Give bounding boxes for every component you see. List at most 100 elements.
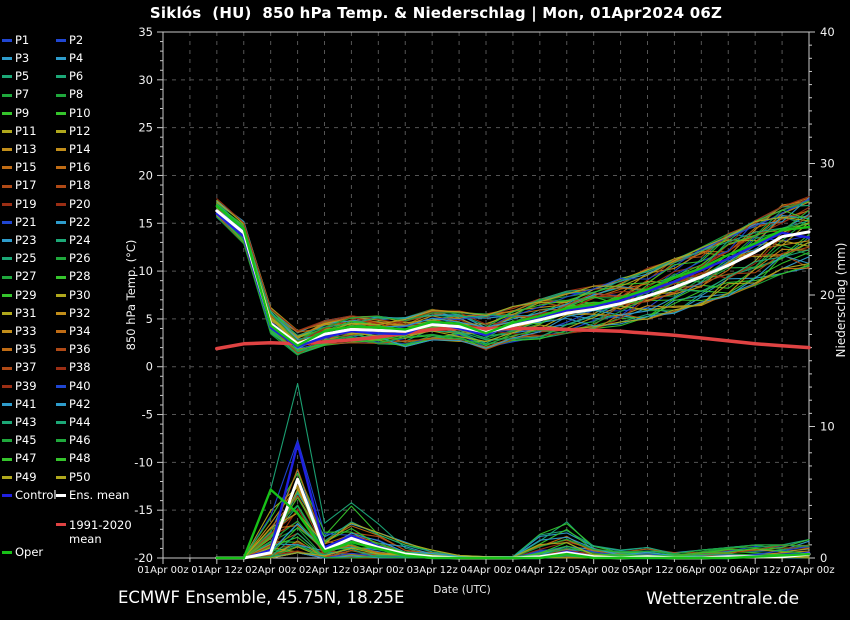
temp-tick-label: -10	[134, 455, 153, 469]
footer-brand: Wetterzentrale.de	[646, 589, 800, 609]
legend-item-p42-swatch	[56, 403, 66, 406]
y-axis-label-precipitation: Niederschlag (mm)	[834, 242, 848, 358]
legend-item-p2-label: P2	[69, 32, 84, 47]
legend-item-p46-swatch	[56, 439, 66, 443]
legend-item-p27: P27	[2, 270, 37, 285]
legend-item-p43: P43	[2, 415, 37, 430]
legend-item-p1-swatch	[2, 39, 12, 42]
legend-item-p50: P50	[56, 470, 91, 485]
legend-item-p1: P1	[2, 33, 29, 48]
ensemble-legend: P1 P2 P3 P4 P5 P6 P7 P8 P9 P10 P11 P12 P13 P14 P15 P16 P…	[2, 33, 142, 573]
legend-item-p35-swatch	[2, 348, 12, 352]
date-tick-label: 04Apr 00z	[460, 565, 511, 576]
legend-item-p14-swatch	[56, 148, 66, 152]
legend-item-p32-swatch	[56, 312, 66, 315]
legend-item-p23-label: P23	[15, 232, 37, 247]
legend-item-p8-swatch	[56, 93, 66, 97]
legend-item-p47-swatch	[2, 457, 12, 461]
temp-tick-label: -20	[134, 551, 153, 565]
date-tick-label: 06Apr 12z	[730, 565, 781, 576]
legend-item-p8: P8	[56, 88, 83, 103]
legend-item-p14-label: P14	[69, 141, 91, 156]
legend-item-p28-swatch	[56, 275, 66, 279]
legend-item-p10: P10	[56, 106, 91, 121]
legend-item-p15: P15	[2, 160, 37, 175]
legend-item-p16-swatch	[56, 166, 66, 170]
legend-item-p30-label: P30	[69, 287, 91, 302]
legend-item-p27-label: P27	[15, 269, 37, 284]
legend-item-p11-label: P11	[15, 123, 37, 138]
precip-tick-label: 20	[820, 288, 835, 302]
legend-item-p4: P4	[56, 51, 83, 66]
tick-labels: 35 30 25 20 15 10 5 0 -5 -10 -15 -20 40 30 20 10 0 01Apr …	[134, 25, 834, 576]
legend-item-climate-mean-label: 1991-2020 mean	[69, 518, 132, 547]
legend-item-p40-label: P40	[69, 378, 91, 393]
legend-item-p12-swatch	[56, 130, 66, 133]
axis-ticks	[157, 31, 815, 564]
legend-item-p3-swatch	[2, 57, 12, 61]
operational-run-lines	[215, 204, 811, 560]
date-tick-label: 02Apr 12z	[299, 565, 350, 576]
legend-item-p7-swatch	[2, 93, 12, 97]
legend-item-p45: P45	[2, 433, 37, 448]
legend-item-p31: P31	[2, 306, 37, 321]
legend-item-oper-swatch	[2, 551, 12, 554]
legend-item-p7: P7	[2, 88, 29, 103]
legend-item-p49-swatch	[2, 475, 12, 479]
legend-item-p20-label: P20	[69, 196, 91, 211]
legend-item-p21-swatch	[2, 221, 12, 224]
legend-item-p13-swatch	[2, 148, 12, 152]
chart-title: Siklós (HU) 850 hPa Temp. & Niederschlag…	[149, 4, 723, 22]
legend-item-p5: P5	[2, 69, 29, 84]
legend-item-p6-label: P6	[69, 69, 84, 84]
legend-item-p26: P26	[56, 251, 91, 266]
legend-item-p14: P14	[56, 142, 91, 157]
date-tick-label: 02Apr 00z	[245, 565, 296, 576]
legend-item-p19: P19	[2, 197, 37, 212]
legend-item-p39-label: P39	[15, 378, 37, 393]
legend-item-p9-label: P9	[15, 105, 30, 120]
legend-item-p13-label: P13	[15, 141, 37, 156]
legend-item-p18-swatch	[56, 184, 66, 188]
legend-item-p21-label: P21	[15, 214, 37, 229]
legend-item-p18-label: P18	[69, 178, 91, 193]
temp-tick-label: 15	[138, 216, 153, 230]
legend-item-p33: P33	[2, 324, 37, 339]
legend-item-p46-label: P46	[69, 433, 91, 448]
legend-item-control-swatch	[2, 494, 12, 497]
legend-item-p47-label: P47	[15, 451, 37, 466]
legend-item-p46: P46	[56, 433, 91, 448]
legend-item-oper-label: Oper	[15, 544, 44, 559]
legend-item-p4-label: P4	[69, 50, 84, 65]
legend-item-p22: P22	[56, 215, 91, 230]
legend-item-p30-swatch	[56, 293, 66, 297]
precip-tick-label: 40	[820, 25, 835, 39]
legend-item-p37-swatch	[2, 366, 12, 370]
legend-item-p26-label: P26	[69, 251, 91, 266]
legend-item-p28-label: P28	[69, 269, 91, 284]
legend-item-p6-swatch	[56, 75, 66, 79]
legend-item-p47: P47	[2, 452, 37, 467]
legend-item-p5-swatch	[2, 75, 12, 79]
legend-item-p3: P3	[2, 51, 29, 66]
legend-item-p24-label: P24	[69, 232, 91, 247]
legend-item-p15-swatch	[2, 166, 12, 170]
legend-item-p2: P2	[56, 33, 83, 48]
legend-item-p36: P36	[56, 342, 91, 357]
temp-tick-label: 5	[146, 312, 153, 326]
date-tick-label: 07Apr 00z	[783, 565, 834, 576]
legend-item-p10-label: P10	[69, 105, 91, 120]
legend-item-p20-swatch	[56, 202, 66, 206]
legend-item-p50-swatch	[56, 475, 66, 479]
legend-item-p16-label: P16	[69, 160, 91, 175]
legend-item-p35: P35	[2, 342, 37, 357]
legend-item-p15-label: P15	[15, 160, 37, 175]
legend-item-p13: P13	[2, 142, 37, 157]
legend-item-p43-swatch	[2, 421, 12, 425]
legend-item-p44-swatch	[56, 421, 66, 425]
legend-item-p48-label: P48	[69, 451, 91, 466]
legend-item-p42-label: P42	[69, 396, 91, 411]
date-tick-label: 06Apr 00z	[676, 565, 727, 576]
